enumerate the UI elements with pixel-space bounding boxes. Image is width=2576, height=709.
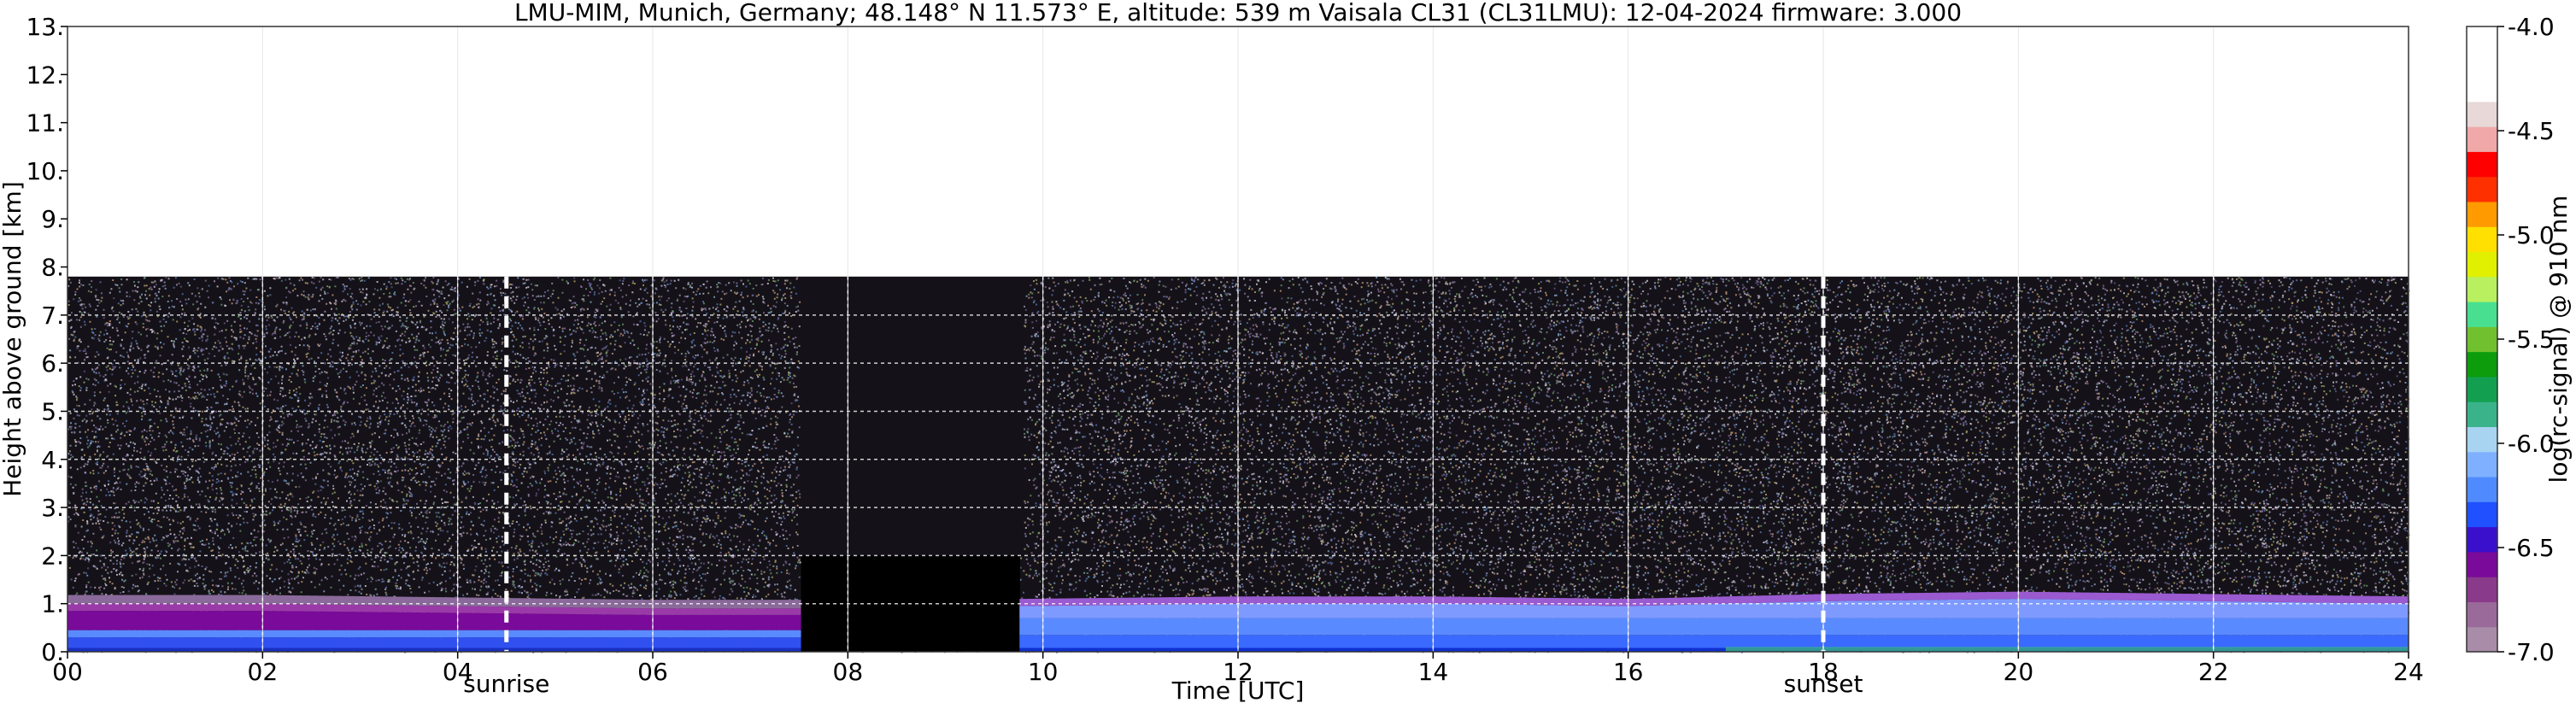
sunrise-label: sunrise: [463, 670, 549, 698]
colorbar-segment: [2467, 201, 2497, 227]
colorbar-segment: [2467, 276, 2497, 302]
x-tick-label: 22: [2198, 658, 2229, 686]
colorbar-segment: [2467, 477, 2497, 502]
y-tick-label: 7.: [41, 302, 64, 330]
x-tick-label: 14: [1418, 658, 1449, 686]
colorbar-tick-label: -4.0: [2508, 13, 2555, 41]
colorbar-segment: [2467, 251, 2497, 278]
colorbar-tick-label: -6.0: [2508, 430, 2555, 458]
colorbar-segment: [2467, 326, 2497, 353]
colorbar-segment: [2467, 376, 2497, 402]
x-axis-label: Time [UTC]: [1171, 677, 1305, 705]
y-tick-label: 2.: [41, 542, 64, 570]
x-tick-label: 24: [2393, 658, 2424, 686]
y-tick-label: 11.: [26, 109, 64, 138]
colorbar-segment: [2467, 426, 2497, 453]
colorbar-segment: [2467, 577, 2497, 602]
colorbar-segment: [2467, 51, 2497, 78]
y-tick-label: 5.: [41, 397, 64, 425]
colorbar-segment: [2467, 126, 2497, 152]
x-tick-label: 04: [443, 658, 473, 686]
y-tick-label: 13.: [26, 13, 64, 41]
chart-title: LMU-MIM, Munich, Germany; 48.148° N 11.5…: [514, 0, 1962, 26]
colorbar-segment: [2467, 401, 2497, 427]
x-tick-label: 00: [52, 658, 83, 686]
colorbar-segment: [2467, 601, 2497, 628]
surface-signal: [1725, 647, 2409, 652]
colorbar-tick-label: -7.0: [2508, 638, 2555, 666]
x-tick-label: 20: [2004, 658, 2034, 686]
x-tick-label: 16: [1613, 658, 1644, 686]
y-tick-label: 3.: [41, 494, 64, 522]
y-axis-label: Height above ground [km]: [0, 181, 26, 497]
colorbar-tick-label: -5.0: [2508, 221, 2555, 249]
colorbar-segment: [2467, 151, 2497, 178]
colorbar-segment: [2467, 526, 2497, 553]
y-tick-label: 0.: [41, 638, 64, 666]
noise-speckles: [67, 276, 2411, 653]
y-tick-label: 1.: [41, 590, 64, 618]
y-tick-label: 10.: [26, 157, 64, 185]
y-tick-label: 6.: [41, 349, 64, 378]
x-tick-label: 18: [1808, 658, 1839, 686]
x-tick-label: 12: [1223, 658, 1253, 686]
colorbar-segment: [2467, 551, 2497, 577]
y-tick-label: 8.: [41, 254, 64, 282]
x-tick-label: 06: [637, 658, 668, 686]
colorbar-segment: [2467, 302, 2497, 327]
colorbar-segment: [2467, 351, 2497, 378]
y-tick-label: 12.: [26, 61, 64, 89]
colorbar-label: log(rc-signal) @ 910 nm: [2544, 196, 2573, 483]
colorbar-segment: [2467, 451, 2497, 478]
colorbar-segment: [2467, 101, 2497, 127]
sunset-label: sunset: [1784, 670, 1863, 698]
colorbar-segment: [2467, 76, 2497, 103]
colorbar-segment: [2467, 226, 2497, 253]
y-tick-label: 9.: [41, 205, 64, 233]
colorbar-tick-label: -4.5: [2508, 117, 2555, 145]
colorbar-tick-label: -6.5: [2508, 534, 2555, 562]
colorbar-tick-label: -5.5: [2508, 325, 2555, 354]
x-tick-label: 08: [833, 658, 864, 686]
x-tick-label: 10: [1028, 658, 1059, 686]
y-tick-label: 4.: [41, 446, 64, 474]
colorbar-segment: [2467, 501, 2497, 528]
colorbar-segment: [2467, 176, 2497, 202]
colorbar-segment: [2467, 26, 2497, 52]
x-tick-label: 02: [248, 658, 279, 686]
colorbar-segment: [2467, 626, 2497, 653]
